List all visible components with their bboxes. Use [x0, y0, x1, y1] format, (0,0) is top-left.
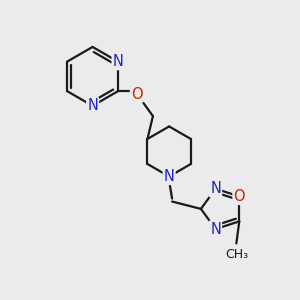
Text: N: N — [87, 98, 98, 113]
Text: O: O — [233, 189, 245, 204]
Text: N: N — [210, 222, 221, 237]
Text: N: N — [164, 169, 175, 184]
Text: N: N — [210, 181, 221, 196]
Text: O: O — [131, 87, 142, 102]
Text: CH₃: CH₃ — [225, 248, 248, 261]
Text: N: N — [112, 54, 124, 69]
